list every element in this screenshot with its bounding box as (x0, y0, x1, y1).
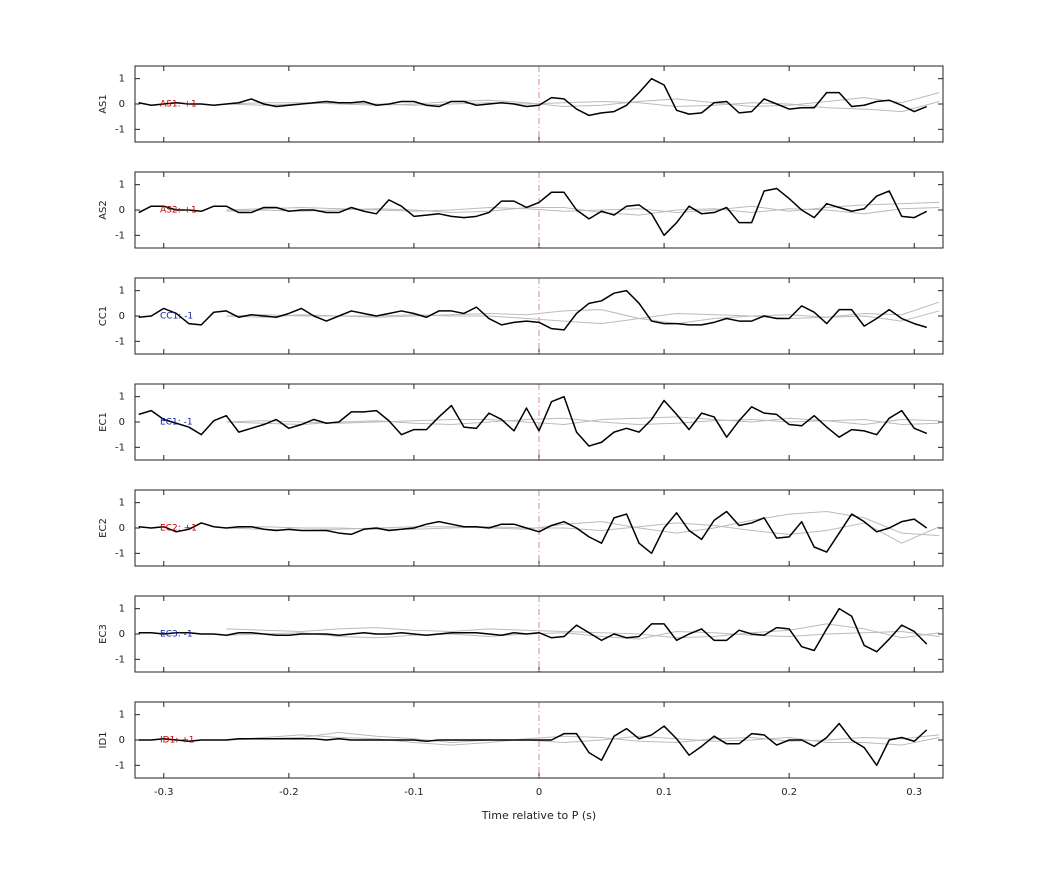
panel: -1 0 1 CC1 CC1: -1 (98, 277, 944, 355)
y-tick-label: 0 (119, 629, 125, 640)
y-axis-label: AS1 (98, 94, 109, 114)
x-tick-label: 0.3 (906, 787, 922, 798)
annotation: AS1: +1 (160, 100, 197, 110)
trace (226, 416, 940, 426)
trace (226, 734, 940, 746)
y-axis-label: ID1 (98, 731, 109, 748)
panel: -1 0 1 EC1 EC1: -1 (98, 383, 944, 461)
plot-area (138, 702, 940, 778)
trace (226, 92, 940, 108)
y-axis-label: CC1 (98, 306, 109, 326)
y-tick-label: 1 (119, 392, 125, 403)
plot-area (138, 278, 940, 354)
y-tick-label: 0 (119, 523, 125, 534)
y-axis-label: EC2 (98, 518, 109, 538)
x-axis-label: Time relative to P (s) (481, 809, 596, 822)
panel: -1 0 1 EC2 EC2: +1 (98, 489, 944, 567)
y-tick-label: 1 (119, 74, 125, 85)
trace (138, 607, 928, 653)
x-tick-label: -0.2 (279, 787, 299, 798)
y-tick-label: -1 (115, 548, 125, 559)
annotation: EC2: +1 (160, 524, 197, 534)
x-tick-label: 0.1 (656, 787, 672, 798)
axes-frame (134, 701, 944, 779)
y-tick-label: 1 (119, 180, 125, 191)
plot-area (138, 384, 940, 460)
y-tick-label: 1 (119, 286, 125, 297)
panel: -1 0 1 -0.3 -0.2 -0.1 0 0.1 0.2 0.3 ID1 Time relati… (98, 701, 944, 822)
y-tick-label: -1 (115, 336, 125, 347)
y-tick-label: 0 (119, 735, 125, 746)
y-axis-label: AS2 (98, 200, 109, 220)
y-axis-label: EC3 (98, 624, 109, 644)
panel: -1 0 1 AS2 AS2: +1 (98, 171, 944, 249)
panel: -1 0 1 EC3 EC3: -1 (98, 595, 944, 673)
annotation: EC1: -1 (160, 418, 193, 428)
x-tick-label: -0.3 (154, 787, 174, 798)
axes-frame (134, 277, 944, 355)
trace (226, 630, 940, 640)
axes-frame (134, 383, 944, 461)
y-tick-label: 1 (119, 710, 125, 721)
trace (138, 289, 927, 331)
trace (226, 623, 940, 639)
y-tick-label: -1 (115, 124, 125, 135)
y-tick-label: 1 (119, 604, 125, 615)
trace (138, 510, 928, 555)
y-tick-label: 1 (119, 498, 125, 509)
plot-area (138, 596, 940, 672)
x-tick-label: -0.1 (404, 787, 424, 798)
trace (226, 201, 940, 214)
panel: -1 0 1 AS1 AS1: +1 (98, 65, 944, 143)
trace (138, 77, 928, 117)
trace (226, 522, 940, 544)
y-tick-label: 0 (119, 417, 125, 428)
annotation: CC1: -1 (160, 312, 193, 322)
x-tick-label: 0.2 (781, 787, 797, 798)
plot-area (138, 66, 940, 142)
y-tick-label: -1 (115, 230, 125, 241)
axes-frame (134, 65, 944, 143)
trace (138, 722, 928, 767)
y-tick-label: -1 (115, 654, 125, 665)
trace (226, 310, 940, 325)
plot-area (138, 172, 940, 248)
axes-frame (134, 595, 944, 673)
axes-frame (134, 489, 944, 567)
y-tick-label: -1 (115, 760, 125, 771)
annotation: AS2: +1 (160, 206, 197, 216)
annotation: EC3: -1 (160, 630, 193, 640)
plot-area (138, 490, 940, 566)
axes-frame (134, 171, 944, 249)
y-tick-label: 0 (119, 99, 125, 110)
y-axis-label: EC1 (98, 412, 109, 432)
trace (138, 187, 928, 237)
x-tick-label: 0 (536, 787, 542, 798)
y-tick-label: 0 (119, 205, 125, 216)
y-tick-label: -1 (115, 442, 125, 453)
annotation: ID1: +1 (160, 736, 194, 746)
trace (138, 395, 928, 447)
trace (226, 511, 940, 537)
y-tick-label: 0 (119, 311, 125, 322)
